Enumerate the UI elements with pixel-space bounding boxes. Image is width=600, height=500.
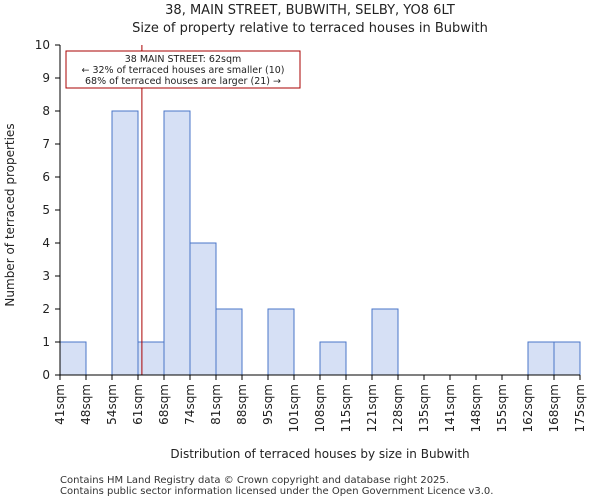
bar-168sqm bbox=[553, 341, 581, 376]
annotation-frame bbox=[65, 50, 301, 89]
x-tick-label: 135sqm bbox=[417, 384, 431, 432]
bar-81sqm bbox=[215, 308, 243, 376]
x-tick-label: 168sqm bbox=[547, 384, 561, 432]
x-tick-label: 54sqm bbox=[105, 384, 119, 425]
y-tick-label: 8 bbox=[42, 104, 50, 118]
x-tick-label: 68sqm bbox=[157, 384, 171, 425]
y-tick-label: 1 bbox=[42, 335, 50, 349]
x-tick-label: 88sqm bbox=[235, 384, 249, 425]
annotation-line-1: 38 MAIN STREET: 62sqm bbox=[125, 54, 241, 65]
bar-162sqm bbox=[527, 341, 555, 376]
y-tick-label: 5 bbox=[42, 203, 50, 217]
y-tick-label: 3 bbox=[42, 269, 50, 283]
bar-68sqm bbox=[163, 110, 191, 376]
x-tick-label: 48sqm bbox=[79, 384, 93, 425]
x-tick-label: 128sqm bbox=[391, 384, 405, 432]
y-tick-label: 7 bbox=[42, 137, 50, 151]
annotation-box: 38 MAIN STREET: 62sqm ← 32% of terraced … bbox=[65, 50, 301, 89]
x-tick-label: 115sqm bbox=[339, 384, 353, 432]
x-tick-label: 41sqm bbox=[53, 384, 67, 425]
x-tick-label: 95sqm bbox=[261, 384, 275, 425]
chart-subtitle: Size of property relative to terraced ho… bbox=[132, 21, 488, 36]
x-tick-label: 162sqm bbox=[521, 384, 535, 432]
x-tick-label: 155sqm bbox=[495, 384, 509, 432]
bar-108sqm bbox=[319, 341, 347, 376]
x-tick-label: 81sqm bbox=[209, 384, 223, 425]
x-tick-label: 74sqm bbox=[183, 384, 197, 425]
annotation-line-2: ← 32% of terraced houses are smaller (10… bbox=[81, 65, 284, 76]
y-tick-label: 2 bbox=[42, 302, 50, 316]
y-tick-label: 9 bbox=[42, 71, 50, 85]
bar-121sqm bbox=[371, 308, 399, 376]
x-tick-label: 141sqm bbox=[443, 384, 457, 432]
footer-line-1: Contains HM Land Registry data © Crown c… bbox=[60, 475, 449, 486]
y-tick-label: 10 bbox=[35, 38, 50, 52]
y-ticks-group: 0 1 2 3 4 5 6 7 8 9 10 bbox=[35, 38, 60, 382]
bars-group bbox=[59, 110, 581, 376]
annotation-line-3: 68% of terraced houses are larger (21) → bbox=[85, 76, 281, 87]
x-tick-label: 121sqm bbox=[365, 384, 379, 432]
x-axis-label: Distribution of terraced houses by size … bbox=[170, 447, 469, 461]
bar-41sqm bbox=[59, 341, 87, 376]
y-tick-label: 0 bbox=[42, 368, 50, 382]
x-tick-label: 175sqm bbox=[573, 384, 587, 432]
x-tick-label: 61sqm bbox=[131, 384, 145, 425]
bar-74sqm bbox=[189, 242, 217, 376]
y-axis-label: Number of terraced properties bbox=[3, 123, 17, 306]
x-tick-label: 108sqm bbox=[313, 384, 327, 432]
bar-54sqm bbox=[111, 110, 139, 376]
x-ticks-group: 41sqm 48sqm 54sqm 61sqm 68sqm 74sqm 81sqm 88sqm… bbox=[53, 375, 587, 432]
chart-title: 38, MAIN STREET, BUBWITH, SELBY, YO8 6LT bbox=[165, 3, 455, 18]
y-tick-label: 6 bbox=[42, 170, 50, 184]
x-tick-label: 101sqm bbox=[287, 384, 301, 432]
y-tick-label: 4 bbox=[42, 236, 50, 250]
bar-95sqm bbox=[267, 308, 295, 376]
footer-line-2: Contains public sector information licen… bbox=[60, 486, 493, 497]
x-tick-label: 148sqm bbox=[469, 384, 483, 432]
